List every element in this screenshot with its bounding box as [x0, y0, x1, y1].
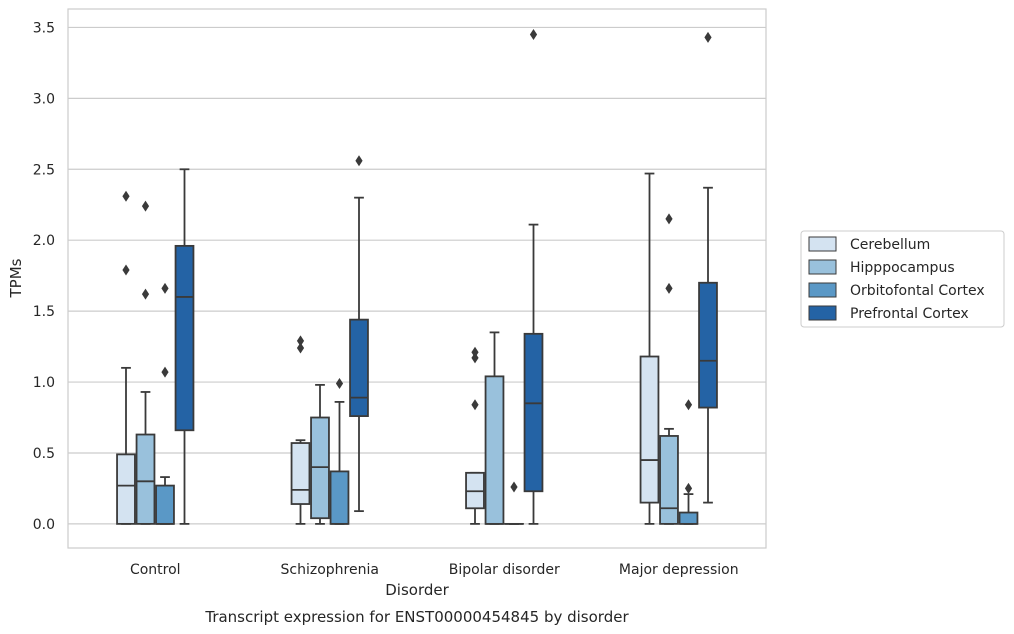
box-body [174, 244, 195, 432]
outlier-point [471, 352, 479, 364]
x-tick-label: Bipolar disorder [449, 562, 560, 578]
box-body [484, 375, 505, 525]
y-tick-label: 2.0 [33, 233, 55, 249]
box [659, 213, 679, 525]
outlier-point [161, 366, 169, 378]
box-groups [116, 29, 718, 525]
box [310, 383, 330, 525]
outlier-point [471, 346, 479, 358]
legend-swatch [808, 282, 837, 298]
y-tick-label: 0.5 [33, 446, 55, 462]
y-tick-label: 1.0 [33, 375, 55, 391]
y-tick-label: 2.5 [33, 162, 55, 178]
box [639, 172, 660, 525]
outlier-point [122, 264, 130, 276]
box-group [116, 168, 195, 525]
outlier-point [141, 200, 150, 212]
y-tick-label: 3.0 [33, 91, 55, 107]
x-tick-label: Major depression [619, 562, 739, 578]
outlier-point [665, 282, 673, 294]
outlier-point [684, 482, 693, 494]
box [523, 29, 544, 525]
y-axis-title: TPMs [7, 258, 25, 298]
box [349, 155, 369, 513]
legend-swatch [808, 236, 837, 252]
box-body [639, 355, 660, 504]
box-body [698, 281, 718, 409]
box [135, 200, 156, 525]
box-body [659, 435, 679, 525]
y-tick-label: 0.0 [33, 517, 55, 533]
box-body [290, 442, 311, 505]
x-axis-title: Disorder [385, 581, 449, 599]
outlier-point [296, 335, 305, 347]
box-body [155, 484, 175, 525]
outlier-point [471, 399, 479, 411]
box [290, 335, 311, 525]
box-body [678, 511, 699, 525]
outlier-point [335, 377, 344, 389]
outlier-point [529, 29, 538, 41]
legend-label: Cerebellum [850, 237, 930, 253]
box [155, 282, 175, 525]
x-tick-label: Schizophrenia [281, 562, 379, 578]
outlier-point [665, 213, 673, 225]
outlier-point [122, 190, 130, 202]
box-group [465, 29, 544, 525]
box [465, 346, 485, 525]
box-body [329, 470, 350, 525]
y-tick-labels: 0.0 0.5 1.0 1.5 2.0 2.5 3.0 3.5 [33, 20, 55, 532]
outlier-point [684, 399, 693, 411]
box [174, 168, 195, 525]
outlier-point [355, 155, 363, 167]
chart-caption: Transcript expression for ENST0000045484… [204, 608, 629, 626]
legend-frame [800, 230, 1005, 328]
box [484, 331, 505, 525]
x-tick-label: Control [130, 562, 181, 578]
legend-label: Hipppocampus [850, 260, 955, 276]
outlier-point [510, 481, 518, 493]
outlier-point [704, 31, 712, 43]
box [698, 31, 718, 504]
box [329, 377, 350, 525]
box-group [639, 31, 718, 525]
box-group [290, 155, 369, 525]
box [504, 481, 524, 525]
box-body [135, 433, 156, 525]
box-body [349, 318, 369, 417]
y-tick-label: 1.5 [33, 304, 55, 320]
outlier-point [141, 288, 150, 300]
x-tick-labels: Control Schizophrenia Bipolar disorder Majo… [130, 562, 739, 578]
box-body [523, 332, 544, 493]
legend: Cerebellum Hipppocampus Orbitofontal Corte… [800, 230, 1005, 328]
box [116, 190, 136, 525]
outlier-point [296, 342, 305, 354]
legend-swatch [808, 305, 837, 321]
box [678, 399, 699, 525]
box-body [116, 453, 136, 525]
legend-label: Prefrontal Cortex [850, 306, 969, 322]
y-tick-label: 3.5 [33, 20, 55, 36]
legend-swatch [808, 259, 837, 275]
legend-label: Orbitofontal Cortex [850, 283, 985, 299]
outlier-point [161, 282, 169, 294]
